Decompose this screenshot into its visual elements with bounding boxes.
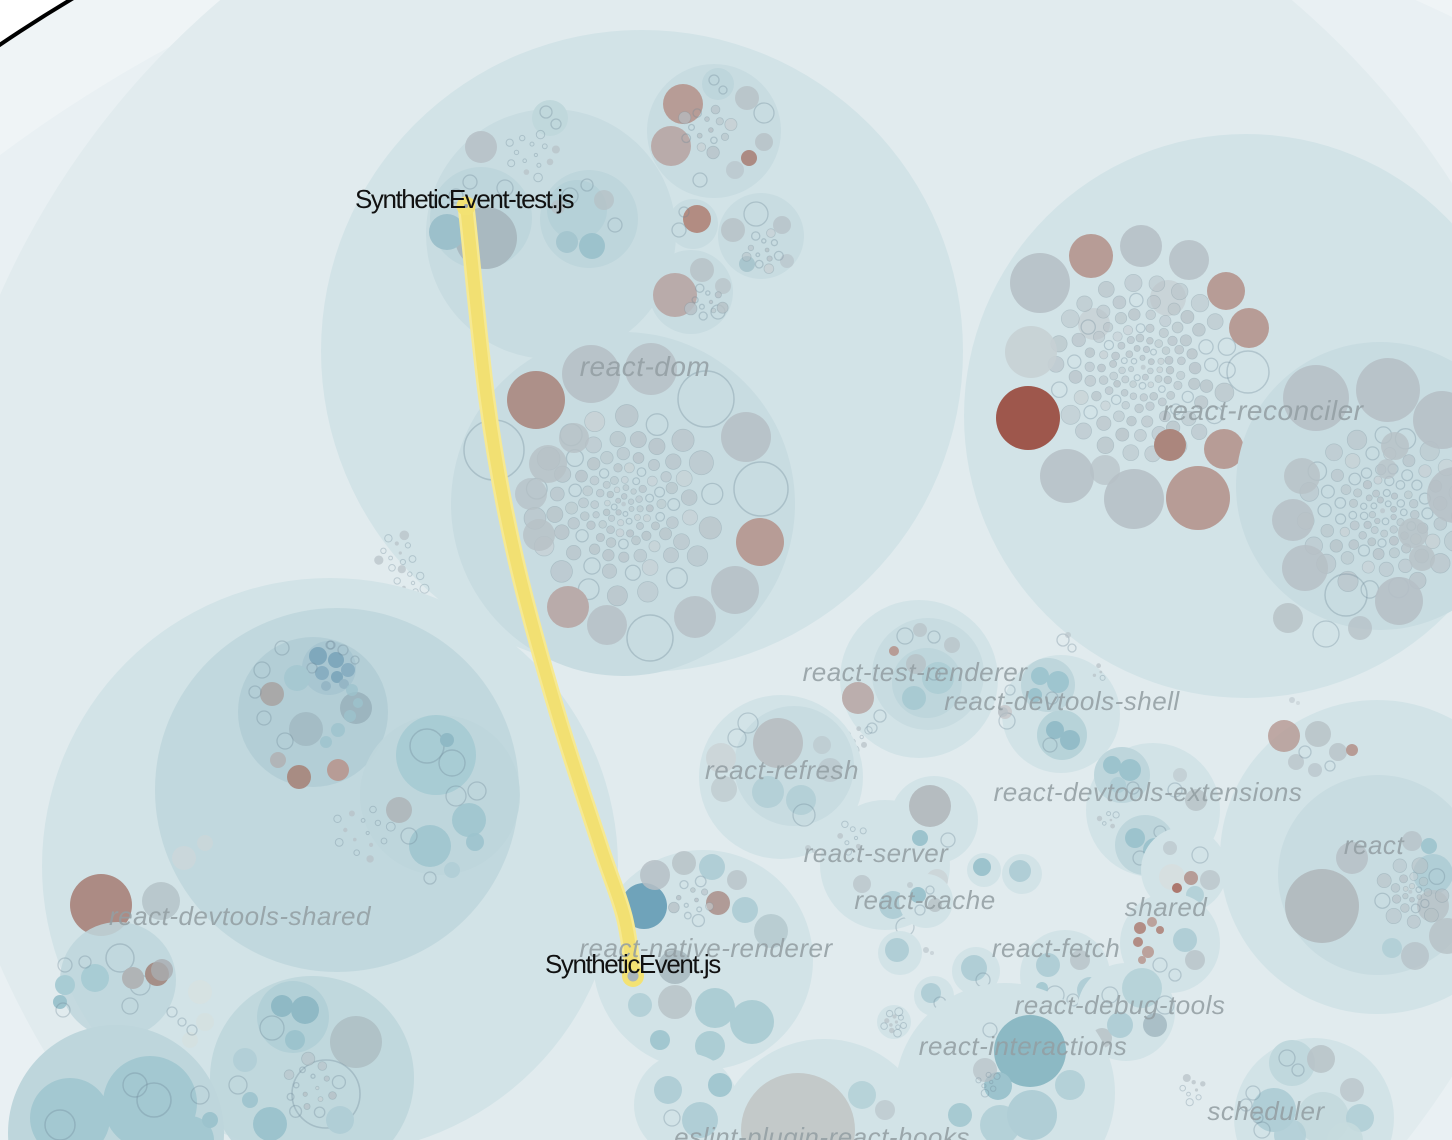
svg-text:scheduler: scheduler	[1207, 1096, 1325, 1126]
svg-text:react: react	[1344, 830, 1406, 860]
svg-text:react-devtools-shared: react-devtools-shared	[109, 901, 372, 931]
svg-text:react-native-renderer: react-native-renderer	[579, 933, 833, 963]
svg-text:react-interactions: react-interactions	[919, 1031, 1127, 1061]
svg-text:eslint-plugin-react-hooks: eslint-plugin-react-hooks	[674, 1122, 970, 1140]
svg-text:react-devtools-shell: react-devtools-shell	[944, 686, 1180, 716]
svg-text:react-debug-tools: react-debug-tools	[1015, 990, 1226, 1020]
svg-text:react-server: react-server	[804, 838, 950, 868]
svg-text:react-devtools-extensions: react-devtools-extensions	[994, 777, 1303, 807]
svg-text:react-test-renderer: react-test-renderer	[803, 657, 1029, 687]
svg-text:SyntheticEvent-test.js: SyntheticEvent-test.js	[355, 184, 575, 214]
svg-text:react-reconciler: react-reconciler	[1163, 395, 1365, 426]
svg-text:react-fetch: react-fetch	[992, 933, 1120, 963]
svg-text:react-refresh: react-refresh	[705, 755, 859, 785]
svg-text:SyntheticEvent.js: SyntheticEvent.js	[545, 949, 721, 979]
svg-text:react-dom: react-dom	[580, 351, 711, 382]
svg-text:react-cache: react-cache	[854, 885, 995, 915]
svg-text:shared: shared	[1125, 892, 1209, 922]
